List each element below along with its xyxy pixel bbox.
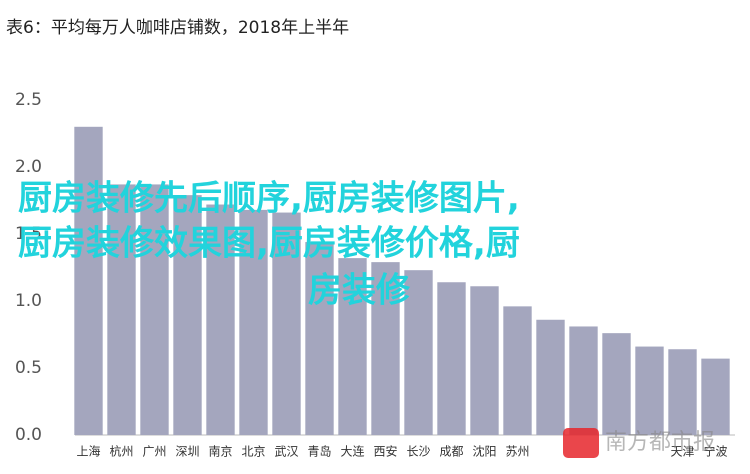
bar [701, 358, 730, 435]
x-tick-label: 西安 [373, 444, 397, 459]
x-tick-label: 大连 [340, 444, 364, 459]
x-tick-label: 武汉 [274, 445, 298, 459]
x-tick-label: 上海 [76, 444, 100, 459]
y-tick-label: 0.5 [15, 358, 42, 378]
bar [602, 333, 631, 435]
x-tick-label: 天津 [670, 445, 694, 459]
bar [272, 212, 301, 435]
y-tick-label: 1.0 [15, 291, 42, 311]
overlay-text: 厨房装修先后顺序,厨房装修图片, [18, 179, 520, 219]
bar [635, 346, 664, 435]
overlay-text: 房装修 [308, 271, 411, 311]
overlay-text: 厨房装修效果图,厨房装修价格,厨 [18, 224, 520, 264]
bar [569, 326, 598, 435]
bar [74, 126, 103, 436]
y-tick-label: 2.0 [15, 157, 42, 177]
watermark: 南方都市报 [605, 430, 715, 455]
bar [437, 282, 466, 435]
bar [470, 286, 499, 435]
y-tick-label: 1.5 [15, 224, 42, 244]
bar [239, 209, 268, 435]
x-tick-label: 广州 [142, 445, 166, 459]
x-tick-label: 宁波 [703, 444, 727, 459]
bar [404, 270, 433, 435]
x-tick-label: 成都 [439, 445, 463, 459]
x-tick-label: 青岛 [307, 444, 331, 459]
x-tick-label: 深圳 [175, 445, 199, 459]
chart-title: 表6：平均每万人咖啡店铺数，2018年上半年 [6, 18, 349, 38]
bar [107, 184, 136, 435]
x-tick-label: 苏州 [505, 445, 529, 459]
bar [338, 258, 367, 435]
bar [305, 242, 334, 435]
watermark-logo [563, 428, 599, 458]
bar [173, 195, 202, 435]
bar [140, 184, 169, 435]
x-tick-label: 杭州 [109, 444, 133, 459]
x-tick-label: 沈阳 [472, 444, 496, 459]
y-tick-label: 0.0 [15, 425, 42, 445]
x-tick-label: 北京 [241, 445, 265, 459]
bar [536, 319, 565, 435]
bar [503, 306, 532, 435]
bar [668, 349, 697, 435]
y-tick-label: 2.5 [15, 90, 42, 110]
bar [371, 262, 400, 435]
bar [206, 204, 235, 435]
x-tick-label: 长沙 [406, 445, 430, 459]
x-tick-label: 南京 [208, 444, 232, 459]
